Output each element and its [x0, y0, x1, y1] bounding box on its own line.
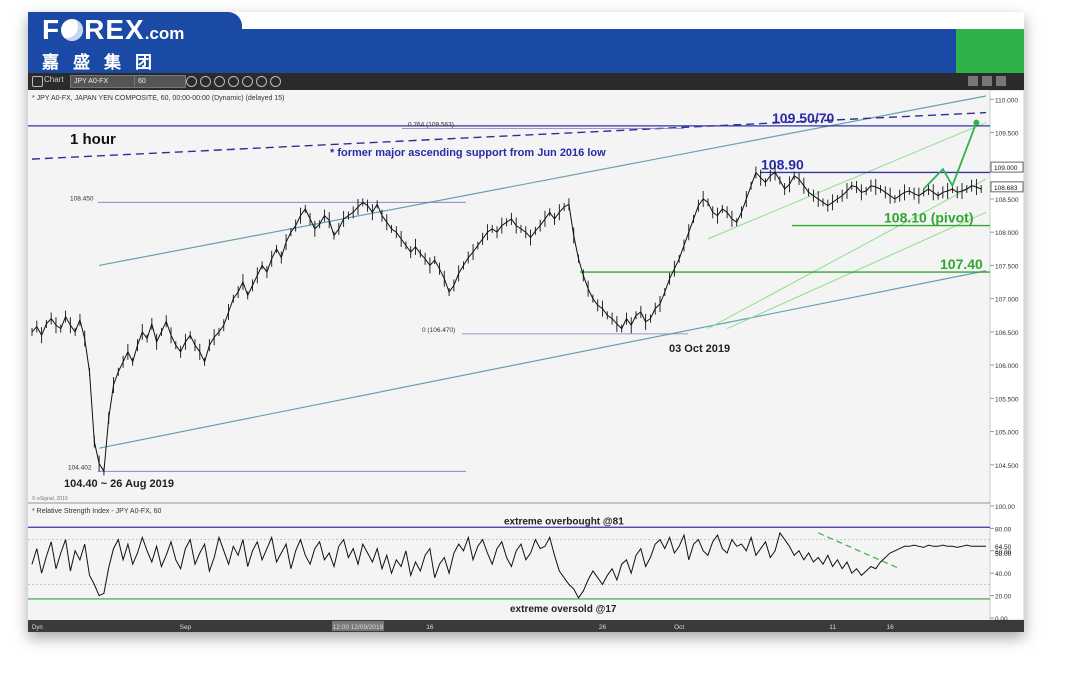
price-tag-box — [990, 181, 1024, 193]
projection-arrowhead — [973, 119, 980, 126]
close-button[interactable] — [996, 76, 1006, 86]
forex-logo: F REX.com — [42, 14, 185, 45]
time-cursor-box — [331, 621, 384, 631]
green-channel-upper — [707, 122, 987, 240]
price-chart-subtitle: * JPY A0-FX, JAPAN YEN COMPOSITE, 60, 00… — [32, 95, 285, 102]
price-tick-label: 106.500 — [995, 330, 1019, 337]
rsi-tick-label: 60.00 — [995, 549, 1012, 556]
price-tag-label: 109.000 — [994, 165, 1018, 172]
price-tick-label: 107.000 — [995, 297, 1019, 304]
link-icon[interactable] — [242, 76, 253, 87]
rsi-tick-label: 40.00 — [995, 571, 1012, 578]
timeframe-label: 1 hour — [70, 131, 116, 148]
time-tick-label: Oct — [674, 624, 684, 631]
time-tick-label: 16 — [426, 624, 434, 631]
zoom-in-icon[interactable] — [200, 76, 211, 87]
level-lines: 109.50/70 108.90 108.10 (pivot) 107.40 — [28, 110, 990, 273]
time-tick-label: 16 — [887, 624, 895, 631]
globe-icon — [61, 19, 84, 41]
time-tick-label: 11 — [829, 624, 836, 631]
price-tick-label: 105.000 — [995, 430, 1019, 437]
green-channel-mid — [726, 211, 987, 330]
time-tick-label: 26 — [599, 624, 607, 631]
price-tick-label: 110.000 — [995, 97, 1018, 104]
price-tick-label: 107.500 — [995, 263, 1019, 270]
august-low-annotation: 104.40 ~ 26 Aug 2019 — [64, 478, 174, 490]
dyn-label: Dyn — [32, 625, 43, 631]
rsi-value-tag: 64.50 — [995, 544, 1012, 551]
brand-chinese-name: 嘉盛集团 — [42, 53, 166, 72]
price-tick-label: 106.000 — [995, 363, 1019, 370]
price-axis-labels: 110.000 109.500 109.000 108.500 108.000 107.5… — [990, 97, 1024, 470]
level-label: 108.10 (pivot) — [884, 210, 973, 226]
lower-channel-line — [98, 270, 987, 449]
zoom-out-icon[interactable] — [214, 76, 225, 87]
fib-label: 0.764 (109.563) — [408, 121, 454, 128]
rsi-series: extreme overbought @81 extreme oversold @… — [28, 516, 990, 615]
fib-label: 0 (106.470) — [422, 327, 455, 334]
esignal-watermark: © eSignal, 2019 — [32, 495, 68, 502]
level-label: 108.90 — [761, 156, 804, 172]
rsi-value-tag: 58.00 — [995, 551, 1012, 558]
minimize-button[interactable] — [968, 76, 978, 86]
former-support-line — [31, 111, 987, 160]
price-tick-label: 109.500 — [995, 131, 1019, 138]
rsi-tick-label: 0.00 — [995, 616, 1008, 623]
brand-accent-block — [956, 29, 1024, 73]
price-tick-label: 108.000 — [995, 230, 1019, 237]
fib-label: 108.450 — [70, 195, 94, 202]
time-axis — [28, 620, 1024, 632]
interval-select[interactable]: 60 — [134, 75, 186, 88]
rsi-tick-label: 100.00 — [995, 504, 1015, 511]
overbought-label: extreme overbought @81 — [504, 516, 624, 527]
time-labels: Sep 12:00 12/09/2019 16 26 Oct 11 16 — [180, 621, 895, 631]
green-channel-lower — [707, 178, 987, 330]
level-label: 109.50/70 — [772, 110, 834, 126]
chart-menu-icon[interactable] — [32, 76, 43, 87]
price-tick-label: 108.500 — [995, 197, 1019, 204]
restore-button[interactable] — [982, 76, 992, 86]
rsi-line — [31, 531, 986, 599]
fib-lines: 0.764 (109.563) 108.450 0 (106.470) 104.402 — [68, 121, 688, 472]
price-series — [31, 119, 982, 476]
trend-lines — [31, 95, 987, 449]
share-icon[interactable] — [256, 76, 267, 87]
low-date-annotation: 03 Oct 2019 — [669, 343, 730, 355]
rsi-tick-label: 20.00 — [995, 594, 1012, 601]
brand-tab: F REX.com 嘉盛集团 — [28, 12, 242, 73]
chart-window: F REX.com 嘉盛集团 Chart JPY A0-FX 60 110.000… — [28, 12, 1024, 632]
chart-toolbar: Chart JPY A0-FX 60 — [28, 73, 1024, 91]
price-tag-label: 108.683 — [994, 185, 1018, 192]
price-tick-label: 105.500 — [995, 396, 1019, 403]
price-tick-label: 104.500 — [995, 463, 1019, 470]
twitter-icon[interactable] — [270, 76, 281, 87]
price-panel — [28, 90, 990, 502]
draw-tool-icon[interactable] — [186, 76, 197, 87]
fib-label: 104.402 — [68, 464, 92, 471]
rsi-tick-label: 80.00 — [995, 526, 1012, 533]
upper-channel-line — [99, 95, 987, 267]
rsi-subtitle: * Relative Strength Index - JPY A0-FX, 6… — [32, 508, 162, 515]
oversold-label: extreme oversold @17 — [510, 604, 617, 615]
chart-area: 110.000 109.500 109.000 108.500 108.000 107.5… — [28, 90, 1024, 632]
price-axis — [989, 90, 1024, 621]
price-line — [31, 171, 982, 473]
settings-icon[interactable] — [228, 76, 239, 87]
time-tick-label: 12:00 12/09/2019 — [333, 624, 384, 631]
projection-path — [923, 122, 978, 190]
time-tick-label: Sep — [180, 624, 192, 631]
chart-label: Chart — [44, 75, 64, 84]
rsi-trendline — [817, 532, 900, 570]
support-annotation: * former major ascending support from Ju… — [330, 147, 606, 159]
level-label: 107.40 — [940, 256, 983, 272]
price-tag-box — [990, 161, 1024, 173]
